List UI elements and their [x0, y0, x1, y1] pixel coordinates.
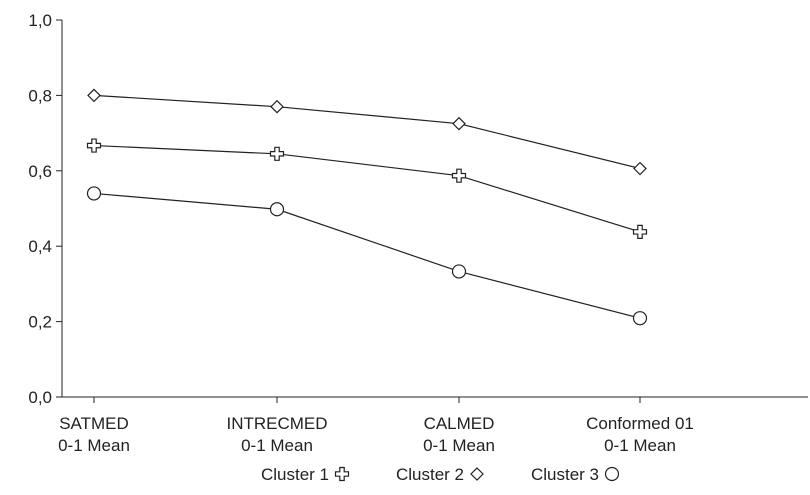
x-tick-label: CALMED 0-1 Mean [423, 414, 495, 455]
legend-label: Cluster 2 [396, 465, 464, 484]
legend-label: Cluster 3 [531, 465, 599, 484]
x-tick-label-line: 0-1 Mean [241, 436, 313, 455]
legend-marker-circle [604, 466, 620, 482]
x-tick-label-line: SATMED [59, 414, 129, 433]
data-point-plus [632, 224, 648, 239]
x-tick-label-line: CALMED [424, 414, 495, 433]
legend-marker-diamond [470, 467, 484, 481]
x-tick-label: INTRECMED 0-1 Mean [226, 414, 327, 455]
legend: Cluster 1 Cluster 2 Cluster 3 [261, 465, 620, 484]
data-point-plus [86, 138, 102, 153]
y-tick-label: 0,0 [28, 388, 52, 407]
y-tick-label: 0,8 [28, 86, 52, 105]
y-tick-label: 1,0 [28, 11, 52, 30]
data-point-diamond [633, 161, 647, 176]
series-group [86, 88, 648, 326]
series-1 [86, 138, 648, 239]
x-tick-label: Conformed 01 0-1 Mean [586, 414, 694, 455]
x-axis-ticks: SATMED 0-1 Mean INTRECMED 0-1 Mean CALMED 0-1… [58, 397, 694, 455]
x-tick-label-line: 0-1 Mean [604, 436, 676, 455]
y-tick-label: 0,6 [28, 162, 52, 181]
legend-marker-plus [334, 466, 350, 482]
y-tick-label: 0,4 [28, 237, 52, 256]
axes [61, 20, 808, 398]
data-point-circle [451, 264, 467, 279]
y-axis-ticks: 0,0 0,2 0,4 0,6 0,8 1,0 [28, 11, 62, 407]
y-tick-label: 0,2 [28, 313, 52, 332]
x-tick-label-line: INTRECMED [226, 414, 327, 433]
x-tick-label-line: Conformed 01 [586, 414, 694, 433]
data-point-circle [632, 311, 648, 326]
data-point-circle [269, 202, 285, 217]
data-point-plus [269, 146, 285, 161]
legend-label: Cluster 1 [261, 465, 329, 484]
data-point-diamond [270, 99, 284, 114]
x-tick-label: SATMED 0-1 Mean [58, 414, 130, 455]
data-point-diamond [452, 116, 466, 131]
data-point-plus [451, 168, 467, 183]
series-line [93, 192, 641, 319]
data-point-diamond [87, 88, 101, 103]
data-point-circle [86, 186, 102, 201]
series-3 [86, 186, 648, 326]
series-2 [87, 88, 647, 176]
series-line [93, 144, 641, 233]
x-tick-label-line: 0-1 Mean [58, 436, 130, 455]
series-line [93, 94, 641, 170]
x-tick-label-line: 0-1 Mean [423, 436, 495, 455]
